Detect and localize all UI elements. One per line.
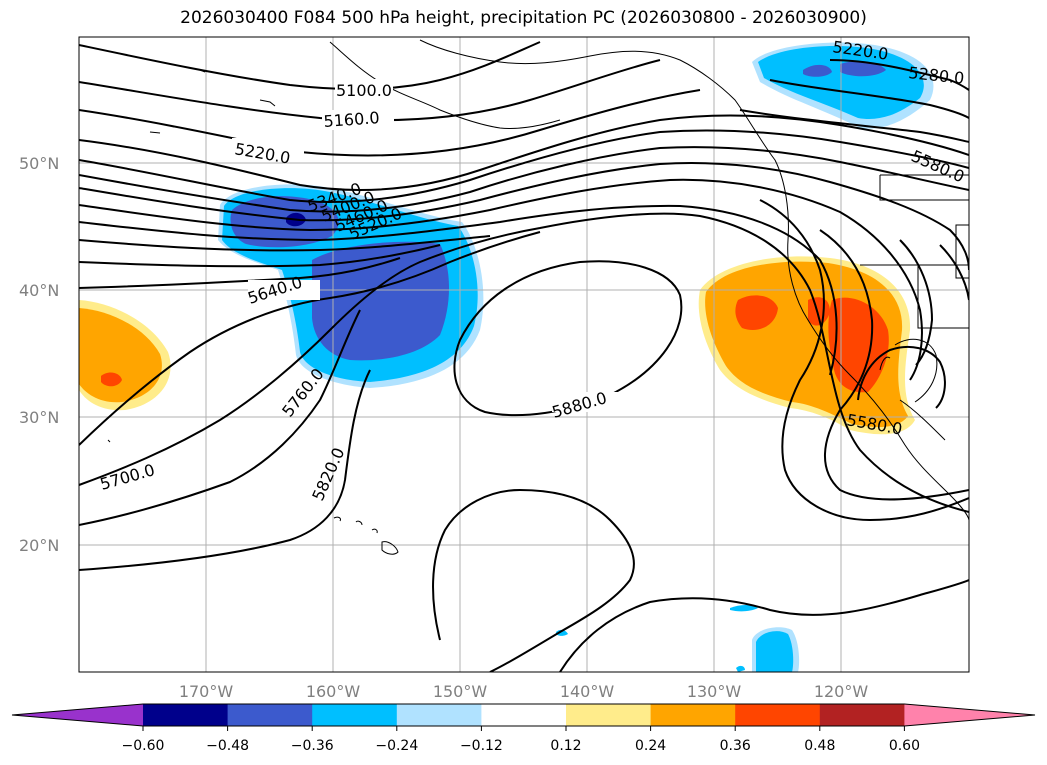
colorbar-extend-min <box>12 704 143 726</box>
colorbar-tick-label: 0.36 <box>720 738 751 754</box>
contour-label: 5160.0 <box>323 108 380 131</box>
lon-label: 130°W <box>687 682 742 701</box>
lon-label: 120°W <box>814 682 869 701</box>
lon-label: 160°W <box>306 682 361 701</box>
colorbar-tick-label: −0.36 <box>291 738 334 754</box>
colorbar-tick-label: 0.24 <box>635 738 666 754</box>
lat-label: 30°N <box>19 408 59 427</box>
gridlines <box>79 37 969 672</box>
colorbar-segment <box>396 704 482 726</box>
lat-label: 20°N <box>19 536 59 555</box>
chart-title: 2026030400 F084 500 hPa height, precipit… <box>180 8 867 28</box>
colorbar-segment <box>481 704 567 726</box>
colorbar-tick-label: −0.48 <box>206 738 249 754</box>
map-frame <box>78 36 970 673</box>
colorbar-tick-label: 0.60 <box>889 738 920 754</box>
colorbar-extend-max <box>904 704 1035 726</box>
lon-label: 170°W <box>179 682 234 701</box>
lon-label: 150°W <box>433 682 488 701</box>
colorbar-tick-label: −0.60 <box>122 738 165 754</box>
colorbar-tick-label: 0.12 <box>550 738 581 754</box>
lon-labels: 170°W 160°W 150°W 140°W 130°W 120°W <box>179 682 869 701</box>
colorbar-segment <box>650 704 736 726</box>
colorbar-segment <box>227 704 313 726</box>
lat-labels: 50°N 40°N 30°N 20°N <box>19 154 59 555</box>
contour-label: 5100.0 <box>336 81 392 100</box>
colorbar-tick-label: −0.12 <box>460 738 503 754</box>
colorbar-tick-label: −0.24 <box>375 738 418 754</box>
colorbar-segment <box>312 704 398 726</box>
lat-label: 40°N <box>19 281 59 300</box>
colorbar-segment <box>566 704 652 726</box>
colorbar-tick-label: 0.48 <box>804 738 835 754</box>
colorbar-segment <box>735 704 821 726</box>
lon-label: 140°W <box>560 682 615 701</box>
colorbar: −0.60 −0.48 −0.36 −0.24 −0.12 0.12 0.24 0.36 0.4… <box>11 703 1036 754</box>
colorbar-segment <box>143 704 229 726</box>
lat-label: 50°N <box>19 154 59 173</box>
colorbar-segment <box>819 704 905 726</box>
coastlines <box>107 39 969 555</box>
height-contours <box>79 41 969 672</box>
